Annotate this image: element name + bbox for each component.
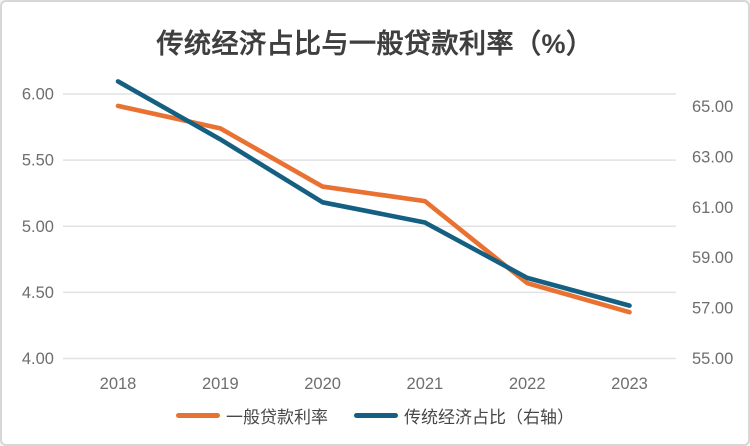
x-axis-tick-label: 2023 — [611, 375, 648, 393]
legend-swatch-loan-rate — [176, 413, 220, 418]
right-axis-tick-label: 63.00 — [692, 148, 733, 166]
x-axis-tick-label: 2021 — [407, 375, 444, 393]
x-axis-tick-label: 2019 — [202, 375, 239, 393]
left-axis-tick-label: 6.00 — [22, 86, 54, 104]
right-axis-tick-label: 55.00 — [692, 350, 733, 368]
left-axis-tick-label: 4.00 — [22, 350, 54, 368]
left-axis-tick-label: 5.00 — [22, 218, 54, 236]
left-axis-tick-label: 5.50 — [22, 152, 54, 170]
legend-item-loan-rate: 一般贷款利率 — [176, 403, 328, 428]
chart-title: 传统经济占比与一般贷款利率（%） — [156, 29, 594, 59]
legend-swatch-traditional-share — [354, 413, 398, 418]
right-axis-tick-label: 59.00 — [692, 249, 733, 267]
x-axis-tick-label: 2018 — [100, 375, 137, 393]
left-axis-tick-label: 4.50 — [22, 284, 54, 302]
chart-legend: 一般贷款利率 传统经济占比（右轴） — [2, 403, 748, 428]
x-axis-tick-label: 2022 — [509, 375, 546, 393]
legend-label-loan-rate: 一般贷款利率 — [226, 408, 328, 427]
legend-label-traditional-share: 传统经济占比（右轴） — [404, 408, 574, 427]
series-line-traditional-share — [115, 79, 632, 308]
right-axis-tick-label: 57.00 — [692, 300, 733, 318]
legend-item-traditional-share: 传统经济占比（右轴） — [354, 403, 574, 428]
right-axis-tick-label: 65.00 — [692, 98, 733, 116]
right-axis-tick-label: 61.00 — [692, 199, 733, 217]
series-line-loan-rate — [115, 103, 632, 315]
x-axis-tick-label: 2020 — [304, 375, 341, 393]
